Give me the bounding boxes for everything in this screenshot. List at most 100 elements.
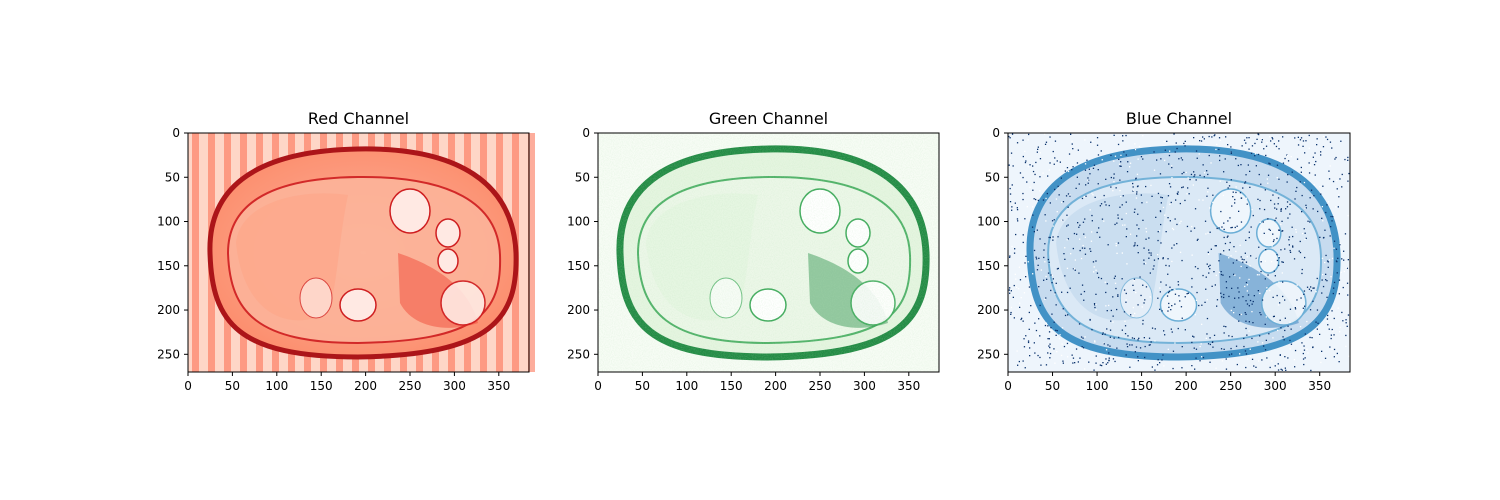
- noise-dot: [1014, 248, 1015, 249]
- noise-dot: [1301, 342, 1302, 343]
- noise-dot: [1248, 294, 1249, 295]
- noise-dot: [1219, 227, 1220, 228]
- noise-dot: [1230, 227, 1231, 228]
- noise-dot: [1092, 220, 1093, 221]
- noise-dot: [1253, 215, 1254, 216]
- noise-dot: [1328, 201, 1329, 202]
- noise-dot: [1112, 296, 1113, 297]
- noise-dot: [1132, 315, 1133, 316]
- noise-dot: [1247, 290, 1248, 291]
- noise-dot: [1168, 163, 1169, 164]
- noise-dot: [1072, 166, 1073, 167]
- noise-dot: [1172, 368, 1173, 369]
- noise-dot: [1322, 274, 1323, 275]
- noise-dot: [1137, 214, 1138, 215]
- noise-dot: [1122, 330, 1123, 331]
- noise-dot: [1247, 256, 1248, 257]
- noise-dot: [1094, 165, 1095, 166]
- noise-dot: [1191, 278, 1192, 279]
- noise-dot: [1119, 207, 1120, 208]
- noise-dot: [1148, 237, 1149, 238]
- noise-dot: [1053, 226, 1054, 227]
- noise-dot: [1171, 202, 1172, 203]
- noise-dot: [1072, 148, 1073, 149]
- noise-dot: [1169, 291, 1170, 292]
- x-tick-label: 50: [1045, 379, 1060, 393]
- noise-dot: [1011, 206, 1012, 207]
- noise-dot: [1037, 152, 1038, 153]
- noise-dot: [1347, 283, 1348, 284]
- noise-dot: [1199, 360, 1200, 361]
- noise-dot: [1227, 237, 1228, 238]
- noise-dot: [1091, 241, 1092, 242]
- noise-dot: [1045, 220, 1046, 221]
- noise-dot: [1164, 215, 1165, 216]
- noise-dot: [1320, 362, 1321, 363]
- noise-dot: [1095, 260, 1096, 261]
- noise-dot: [1320, 154, 1321, 155]
- noise-dot: [1034, 323, 1035, 324]
- noise-dot: [1160, 242, 1161, 243]
- kidney: [1120, 278, 1152, 318]
- noise-dot: [1216, 245, 1217, 246]
- noise-dot: [1262, 342, 1263, 343]
- noise-dot: [1170, 309, 1171, 310]
- noise-dot: [1087, 180, 1088, 181]
- noise-dot: [1304, 228, 1305, 229]
- noise-dot: [1012, 184, 1013, 185]
- noise-dot: [1207, 318, 1208, 319]
- noise-dot: [1175, 294, 1176, 295]
- noise-dot: [1248, 137, 1249, 138]
- x-tick-label: 0: [184, 379, 192, 393]
- noise-dot: [1345, 335, 1346, 336]
- noise-dot: [1067, 314, 1068, 315]
- noise-dot: [1220, 253, 1221, 254]
- noise-dot: [1329, 178, 1330, 179]
- noise-dot: [1034, 174, 1035, 175]
- noise-dot: [1295, 307, 1296, 308]
- noise-dot: [1174, 244, 1175, 245]
- noise-dot: [1217, 299, 1218, 300]
- noise-dot: [1177, 194, 1178, 195]
- noise-dot: [1121, 219, 1122, 220]
- noise-dot: [1014, 317, 1015, 318]
- noise-dot: [1232, 227, 1233, 228]
- noise-dot: [1259, 312, 1260, 313]
- noise-dot: [1144, 337, 1145, 338]
- noise-dot: [1209, 136, 1210, 137]
- noise-dot: [1163, 330, 1164, 331]
- noise-dot: [1108, 364, 1109, 365]
- noise-dot: [1298, 137, 1299, 138]
- noise-dot: [1095, 309, 1096, 310]
- noise-dot: [1039, 176, 1040, 177]
- noise-dot: [1299, 251, 1300, 252]
- noise-dot: [1179, 300, 1180, 301]
- noise-dot: [1333, 181, 1334, 182]
- noise-dot: [1241, 221, 1242, 222]
- noise-dot: [1132, 285, 1133, 286]
- noise-dot: [1194, 174, 1195, 175]
- noise-dot: [1268, 163, 1269, 164]
- noise-dot: [1223, 195, 1224, 196]
- noise-dot: [1201, 305, 1202, 306]
- noise-dot: [1054, 164, 1055, 165]
- noise-dot: [1059, 194, 1060, 195]
- noise-dot: [1094, 340, 1095, 341]
- noise-dot: [1256, 165, 1257, 166]
- noise-dot: [1316, 144, 1317, 145]
- noise-dot: [1139, 146, 1140, 147]
- noise-dot: [1038, 318, 1039, 319]
- noise-dot: [1132, 183, 1133, 184]
- noise-dot: [1171, 289, 1172, 290]
- noise-dot: [1206, 196, 1207, 197]
- noise-dot: [1317, 323, 1318, 324]
- noise-dot: [1082, 198, 1083, 199]
- noise-dot: [1018, 288, 1019, 289]
- noise-dot: [1044, 299, 1045, 300]
- noise-dot: [1083, 347, 1084, 348]
- noise-dot: [1107, 362, 1108, 363]
- noise-dot: [1144, 357, 1145, 358]
- noise-dot: [1037, 335, 1038, 336]
- noise-dot: [1326, 204, 1327, 205]
- noise-dot: [1215, 368, 1216, 369]
